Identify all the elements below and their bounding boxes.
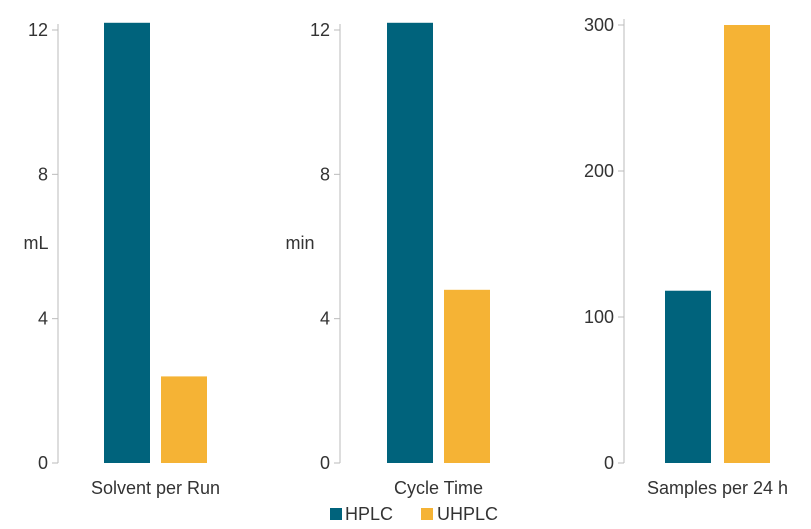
legend-label-uhplc: UHPLC bbox=[437, 504, 498, 524]
bar-uhplc-1 bbox=[161, 376, 207, 463]
legend-swatch-uhplc bbox=[421, 508, 433, 520]
y-tick-label: 4 bbox=[38, 309, 48, 329]
y-tick-label: 0 bbox=[604, 453, 614, 473]
y-tick-label: 8 bbox=[38, 164, 48, 184]
y-tick-label: 4 bbox=[320, 309, 330, 329]
bar-uhplc-2 bbox=[444, 289, 490, 463]
bar-hplc-1 bbox=[104, 22, 150, 464]
y-axis-label: mL bbox=[23, 233, 48, 253]
x-category-label: Samples per 24 h bbox=[647, 478, 788, 498]
y-tick-label: 12 bbox=[28, 20, 48, 40]
bar-hplc-2 bbox=[387, 22, 433, 464]
chart-panel-2: 0 4 8 12 min Cycle Time bbox=[285, 20, 490, 498]
y-tick-label: 0 bbox=[320, 453, 330, 473]
y-tick-label: 8 bbox=[320, 164, 330, 184]
y-tick-label: 100 bbox=[584, 307, 614, 327]
legend-label-hplc: HPLC bbox=[345, 504, 393, 524]
bar-uhplc-3 bbox=[724, 25, 770, 463]
x-category-label: Cycle Time bbox=[394, 478, 483, 498]
y-tick-label: 200 bbox=[584, 161, 614, 181]
y-tick-label: 300 bbox=[584, 15, 614, 35]
y-axis-label: min bbox=[285, 233, 314, 253]
chart-panel-3: 0 100 200 300 Samples per 24 h bbox=[584, 15, 788, 498]
y-tick-label: 12 bbox=[310, 20, 330, 40]
x-category-label: Solvent per Run bbox=[91, 478, 220, 498]
bar-hplc-3 bbox=[665, 290, 711, 463]
y-tick-label: 0 bbox=[38, 453, 48, 473]
chart-panel-1: 0 4 8 12 mL Solvent per Run bbox=[23, 20, 220, 498]
legend-swatch-hplc bbox=[330, 508, 342, 520]
legend: HPLC UHPLC bbox=[330, 504, 498, 524]
